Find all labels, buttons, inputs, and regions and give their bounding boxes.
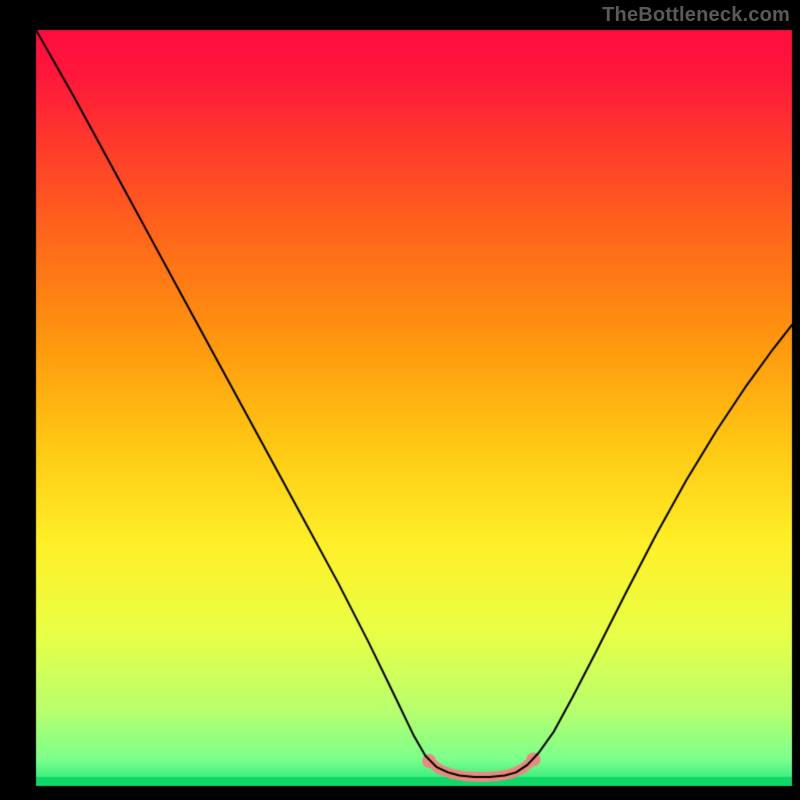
bottleneck-chart-canvas — [0, 0, 800, 800]
watermark-text: TheBottleneck.com — [602, 4, 790, 27]
chart-container: TheBottleneck.com — [0, 0, 800, 800]
